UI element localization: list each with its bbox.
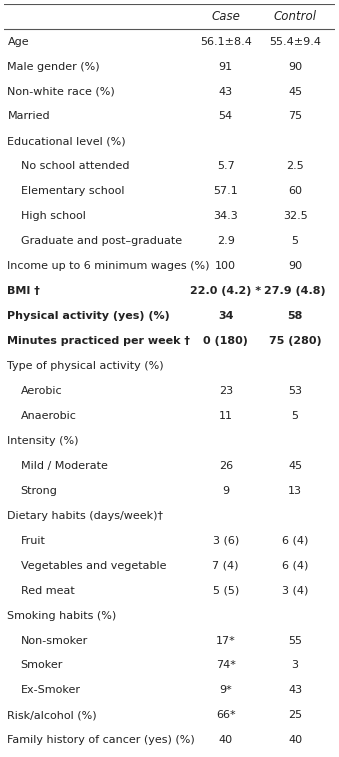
- Text: 0 (180): 0 (180): [203, 336, 248, 346]
- Text: 40: 40: [288, 735, 302, 746]
- Text: 58: 58: [287, 311, 303, 321]
- Text: 22.0 (4.2) *: 22.0 (4.2) *: [190, 286, 261, 296]
- Text: 34: 34: [218, 311, 234, 321]
- Text: 90: 90: [288, 261, 302, 271]
- Text: Smoking habits (%): Smoking habits (%): [7, 611, 117, 621]
- Text: 45: 45: [288, 461, 302, 471]
- Text: Age: Age: [7, 36, 29, 47]
- Text: Elementary school: Elementary school: [21, 186, 124, 196]
- Text: Non-smoker: Non-smoker: [21, 636, 88, 646]
- Text: 3: 3: [292, 661, 299, 671]
- Text: No school attended: No school attended: [21, 161, 129, 171]
- Text: 90: 90: [288, 61, 302, 72]
- Text: Income up to 6 minimum wages (%): Income up to 6 minimum wages (%): [7, 261, 210, 271]
- Text: Educational level (%): Educational level (%): [7, 136, 126, 146]
- Text: 40: 40: [219, 735, 233, 746]
- Text: 2.9: 2.9: [217, 236, 235, 246]
- Text: 5 (5): 5 (5): [213, 586, 239, 596]
- Text: 60: 60: [288, 186, 302, 196]
- Text: Physical activity (yes) (%): Physical activity (yes) (%): [7, 311, 170, 321]
- Text: 17*: 17*: [216, 636, 236, 646]
- Text: Vegetables and vegetable: Vegetables and vegetable: [21, 561, 166, 571]
- Text: 5.7: 5.7: [217, 161, 235, 171]
- Text: 55.4±9.4: 55.4±9.4: [269, 36, 321, 47]
- Text: 3 (4): 3 (4): [282, 586, 308, 596]
- Text: Intensity (%): Intensity (%): [7, 436, 79, 446]
- Text: High school: High school: [21, 211, 85, 221]
- Text: Mild / Moderate: Mild / Moderate: [21, 461, 107, 471]
- Text: Dietary habits (days/week)†: Dietary habits (days/week)†: [7, 511, 163, 521]
- Text: Aerobic: Aerobic: [21, 386, 62, 396]
- Text: Type of physical activity (%): Type of physical activity (%): [7, 361, 164, 371]
- Text: Anaerobic: Anaerobic: [21, 411, 77, 421]
- Text: 91: 91: [219, 61, 233, 72]
- Text: Case: Case: [211, 10, 240, 23]
- Text: Risk/alcohol (%): Risk/alcohol (%): [7, 710, 97, 721]
- Text: Red meat: Red meat: [21, 586, 75, 596]
- Text: 75 (280): 75 (280): [269, 336, 321, 346]
- Text: 3 (6): 3 (6): [213, 536, 239, 546]
- Text: Smoker: Smoker: [21, 661, 63, 671]
- Text: 53: 53: [288, 386, 302, 396]
- Text: 9*: 9*: [219, 685, 232, 696]
- Text: Married: Married: [7, 111, 50, 121]
- Text: 57.1: 57.1: [213, 186, 238, 196]
- Text: Graduate and post–graduate: Graduate and post–graduate: [21, 236, 182, 246]
- Text: Minutes practiced per week †: Minutes practiced per week †: [7, 336, 191, 346]
- Text: 32.5: 32.5: [283, 211, 307, 221]
- Text: Fruit: Fruit: [21, 536, 45, 546]
- Text: 13: 13: [288, 486, 302, 496]
- Text: Non-white race (%): Non-white race (%): [7, 86, 115, 96]
- Text: 6 (4): 6 (4): [282, 561, 308, 571]
- Text: 45: 45: [288, 86, 302, 96]
- Text: 6 (4): 6 (4): [282, 536, 308, 546]
- Text: 75: 75: [288, 111, 302, 121]
- Text: 9: 9: [222, 486, 229, 496]
- Text: 100: 100: [215, 261, 236, 271]
- Text: 27.9 (4.8): 27.9 (4.8): [264, 286, 326, 296]
- Text: BMI †: BMI †: [7, 286, 40, 296]
- Text: 25: 25: [288, 710, 302, 721]
- Text: 66*: 66*: [216, 710, 236, 721]
- Text: 43: 43: [288, 685, 302, 696]
- Text: 23: 23: [219, 386, 233, 396]
- Text: Control: Control: [274, 10, 317, 23]
- Text: 56.1±8.4: 56.1±8.4: [200, 36, 252, 47]
- Text: 26: 26: [219, 461, 233, 471]
- Text: 34.3: 34.3: [213, 211, 238, 221]
- Text: 11: 11: [219, 411, 233, 421]
- Text: 5: 5: [292, 236, 299, 246]
- Text: Ex-Smoker: Ex-Smoker: [21, 685, 81, 696]
- Text: 54: 54: [219, 111, 233, 121]
- Text: 7 (4): 7 (4): [213, 561, 239, 571]
- Text: Family history of cancer (yes) (%): Family history of cancer (yes) (%): [7, 735, 195, 746]
- Text: 55: 55: [288, 636, 302, 646]
- Text: Strong: Strong: [21, 486, 58, 496]
- Text: Male gender (%): Male gender (%): [7, 61, 100, 72]
- Text: 74*: 74*: [216, 661, 236, 671]
- Text: 2.5: 2.5: [286, 161, 304, 171]
- Text: 5: 5: [292, 411, 299, 421]
- Text: 43: 43: [219, 86, 233, 96]
